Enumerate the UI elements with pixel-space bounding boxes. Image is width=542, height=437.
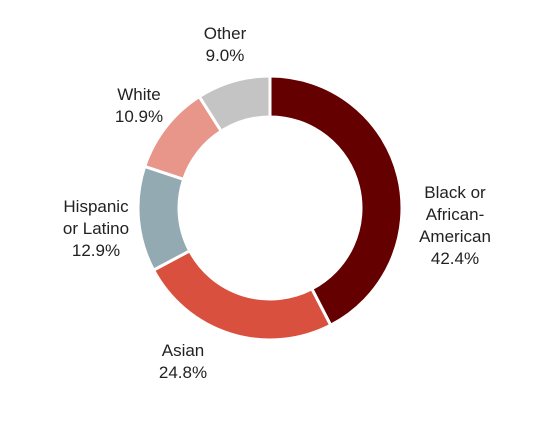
donut-slice-1 <box>151 248 333 342</box>
slice-name-line-4-0: Other <box>204 24 247 43</box>
slice-label-1: Asian 24.8% <box>159 341 207 382</box>
slice-name-line-1-0: Asian <box>162 341 205 360</box>
slice-name-line-0-2: American <box>419 227 491 246</box>
slice-label-2: Hispanic or Latino 12.9% <box>63 197 129 260</box>
donut-slices <box>136 74 404 342</box>
slice-value-label-1: 24.8% <box>159 363 207 382</box>
slice-value-label-2: 12.9% <box>72 241 120 260</box>
slice-label-0: Black or African- American 42.4% <box>419 183 491 268</box>
slice-value-label-3: 10.9% <box>115 107 163 126</box>
slice-value-label-4: 9.0% <box>206 46 245 65</box>
donut-slice-0 <box>268 74 404 328</box>
slice-name-line-2-0: Hispanic <box>63 197 129 216</box>
slice-name-line-3-0: White <box>117 85 160 104</box>
donut-slice-4 <box>197 74 272 134</box>
donut-slice-2 <box>136 164 192 273</box>
slice-name-line-0-0: Black or <box>424 183 486 202</box>
slice-labels: Black or African- American 42.4% Asian 24.8% H… <box>63 24 491 382</box>
slice-name-line-2-1: or Latino <box>63 219 129 238</box>
slice-value-label-0: 42.4% <box>431 249 479 268</box>
slice-name-line-0-1: African- <box>426 205 485 224</box>
slice-label-3: White 10.9% <box>115 85 163 126</box>
slice-label-4: Other 9.0% <box>204 24 247 65</box>
